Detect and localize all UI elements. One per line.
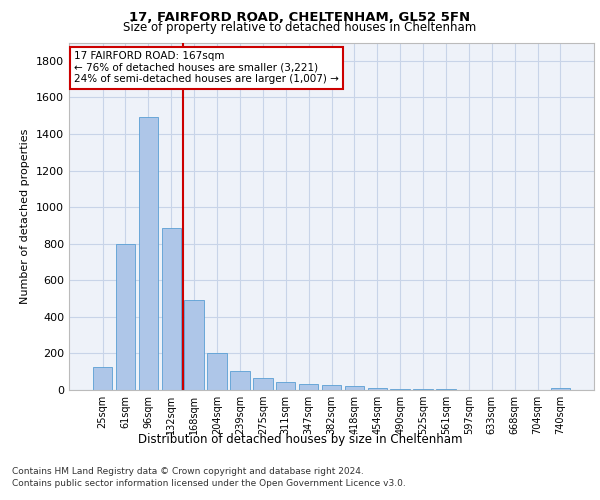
Bar: [344, 386, 364, 390]
Bar: [276, 382, 295, 390]
Text: Distribution of detached houses by size in Cheltenham: Distribution of detached houses by size …: [138, 432, 462, 446]
Text: Size of property relative to detached houses in Cheltenham: Size of property relative to detached ho…: [124, 22, 476, 35]
Text: Contains public sector information licensed under the Open Government Licence v3: Contains public sector information licen…: [12, 478, 406, 488]
Bar: [116, 244, 135, 390]
Bar: [184, 300, 204, 390]
Bar: [161, 228, 181, 390]
Bar: [230, 371, 250, 390]
Bar: [368, 388, 387, 390]
Y-axis label: Number of detached properties: Number of detached properties: [20, 128, 31, 304]
Bar: [139, 118, 158, 390]
Bar: [322, 385, 341, 390]
Bar: [299, 384, 319, 390]
Text: 17 FAIRFORD ROAD: 167sqm
← 76% of detached houses are smaller (3,221)
24% of sem: 17 FAIRFORD ROAD: 167sqm ← 76% of detach…: [74, 51, 339, 84]
Text: 17, FAIRFORD ROAD, CHELTENHAM, GL52 5FN: 17, FAIRFORD ROAD, CHELTENHAM, GL52 5FN: [130, 11, 470, 24]
Bar: [551, 388, 570, 390]
Bar: [93, 367, 112, 390]
Bar: [253, 378, 272, 390]
Bar: [208, 352, 227, 390]
Text: Contains HM Land Registry data © Crown copyright and database right 2024.: Contains HM Land Registry data © Crown c…: [12, 468, 364, 476]
Bar: [391, 389, 410, 390]
